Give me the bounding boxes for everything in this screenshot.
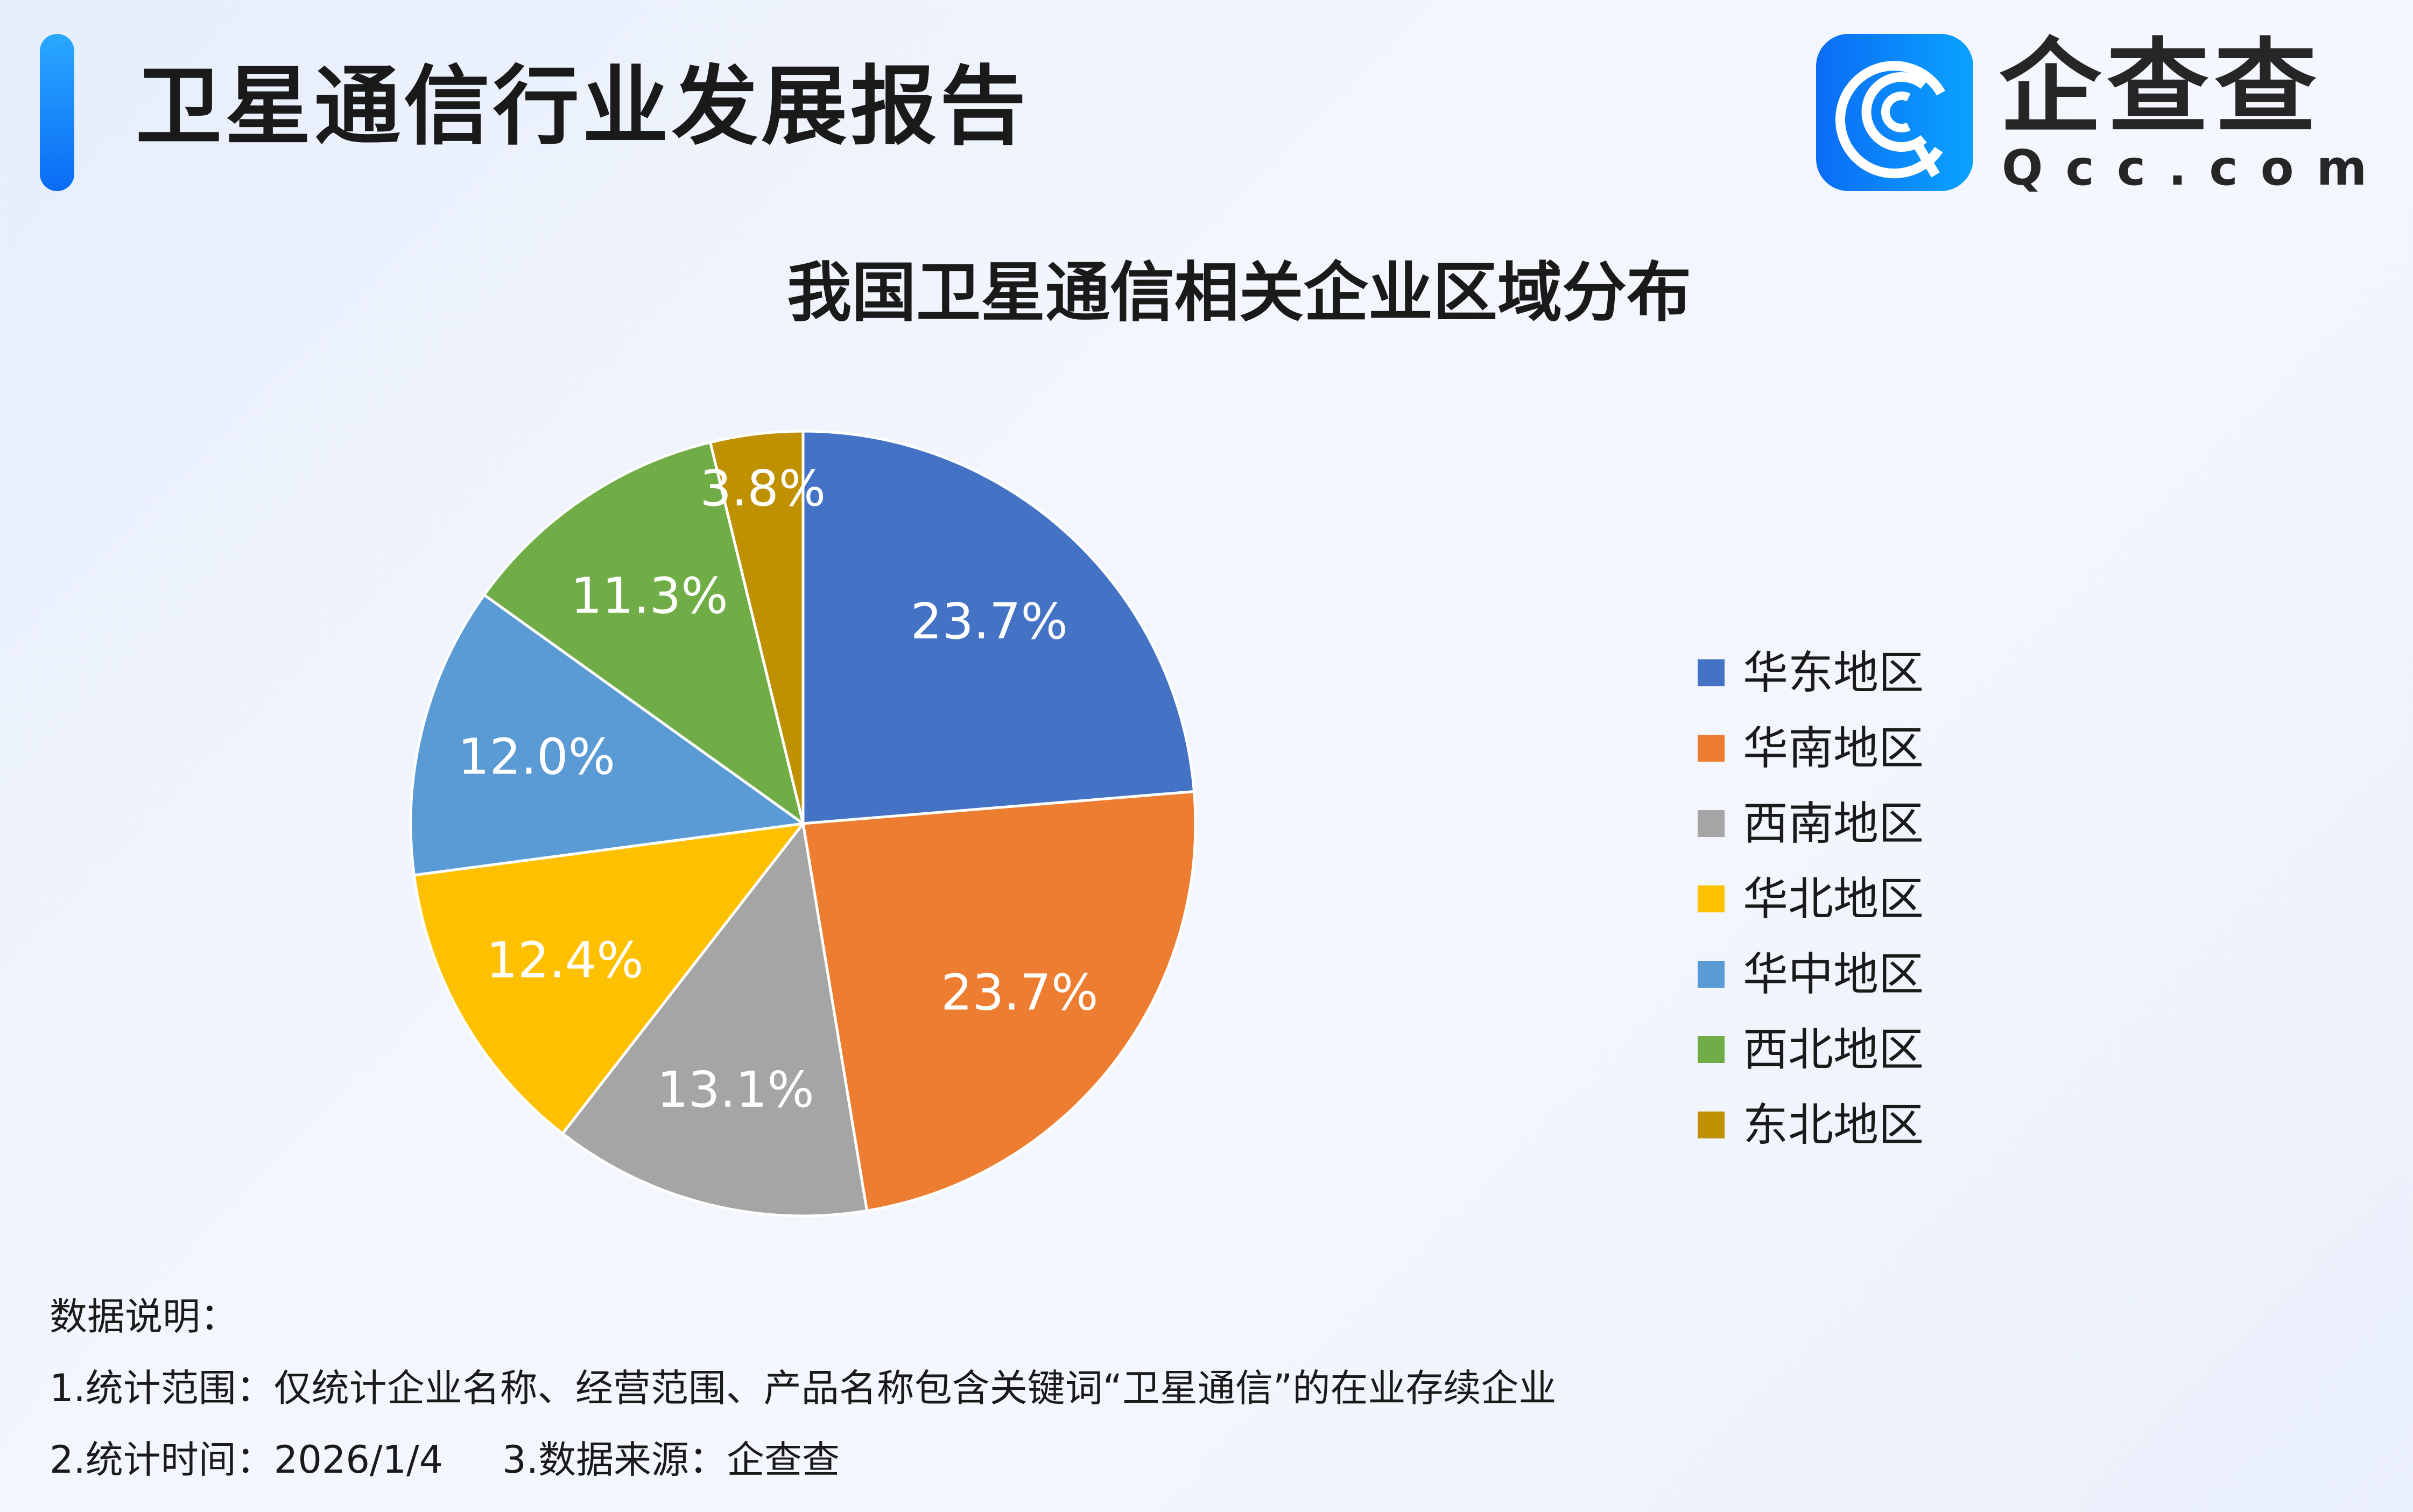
notes-source: 3.数据来源：企查查 — [502, 1438, 840, 1482]
legend-label: 华东地区 — [1743, 646, 1924, 699]
report-title: 卫星通信行业发展报告 — [136, 56, 1030, 157]
legend-swatch — [1698, 961, 1725, 988]
legend-item: 西北地区 — [1698, 1012, 1924, 1087]
pie-slice-2 — [801, 790, 1197, 1213]
legend-label: 西南地区 — [1743, 797, 1924, 850]
chart-title: 我国卫星通信相关企业区域分布 — [787, 256, 1691, 330]
logo-text-en: Qcc.com — [2002, 140, 2390, 196]
pie-slice-7 — [708, 430, 805, 824]
legend-label: 华南地区 — [1743, 722, 1924, 775]
data-label: 3.8% — [700, 460, 826, 517]
legend-label: 东北地区 — [1743, 1099, 1924, 1151]
data-label: 12.4% — [486, 932, 643, 989]
title-accent-bar — [40, 34, 74, 191]
pie-slice-1 — [801, 430, 1196, 825]
data-label: 23.7% — [941, 964, 1098, 1022]
notes-time: 2.统计时间：2026/1/4 — [50, 1438, 444, 1482]
legend-item: 东北地区 — [1698, 1087, 1924, 1163]
pie-slice-5 — [409, 593, 807, 877]
notes-heading: 数据说明： — [50, 1295, 238, 1339]
pie-slice-3 — [560, 820, 869, 1218]
data-label: 13.1% — [657, 1061, 814, 1119]
legend-swatch — [1698, 735, 1725, 762]
logo-text-cn: 企查查 — [1999, 28, 2323, 147]
qcc-logo-icon — [1816, 34, 1973, 191]
legend-swatch — [1698, 1036, 1725, 1063]
legend-item: 西南地区 — [1698, 786, 1924, 861]
notes-scope: 1.统计范围：仅统计企业名称、经营范围、产品名称包含关键词“卫星通信”的在业存续… — [50, 1366, 1557, 1410]
pie-slice-6 — [482, 440, 806, 827]
data-notes: 数据说明： 1.统计范围：仅统计企业名称、经营范围、产品名称包含关键词“卫星通信… — [50, 1281, 1556, 1496]
data-label: 12.0% — [458, 728, 615, 786]
data-label: 23.7% — [911, 593, 1068, 650]
legend-swatch — [1698, 659, 1725, 686]
data-label: 11.3% — [571, 567, 728, 625]
legend-label: 华中地区 — [1743, 948, 1924, 1001]
legend-swatch — [1698, 885, 1725, 912]
legend: 华东地区华南地区西南地区华北地区华中地区西北地区东北地区 — [1698, 635, 1924, 1163]
legend-item: 华南地区 — [1698, 711, 1924, 786]
legend-label: 西北地区 — [1743, 1023, 1924, 1076]
qcc-logo: 企查查 Qcc.com — [1816, 29, 2367, 195]
legend-item: 华北地区 — [1698, 861, 1924, 937]
legend-label: 华北地区 — [1743, 873, 1924, 925]
legend-swatch — [1698, 810, 1725, 837]
legend-item: 华东地区 — [1698, 635, 1924, 711]
pie-slice-4 — [412, 821, 806, 1136]
legend-swatch — [1698, 1112, 1725, 1138]
legend-item: 华中地区 — [1698, 937, 1924, 1012]
